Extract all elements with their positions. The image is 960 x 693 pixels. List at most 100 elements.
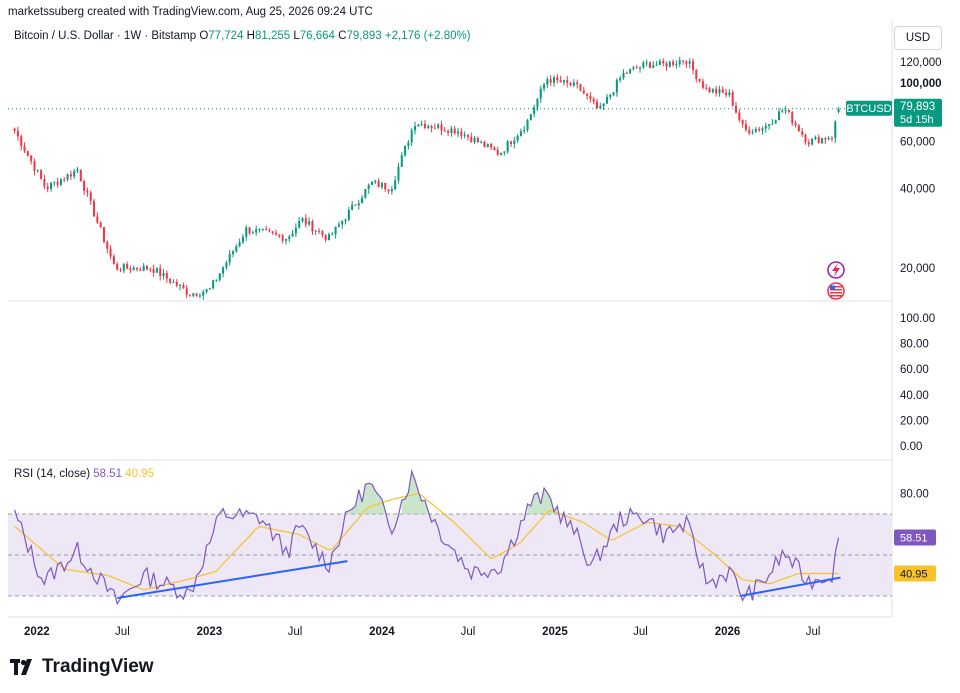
candle-body xyxy=(450,128,453,133)
price-axis[interactable]: 20,000 40,000 60,000 100,000 120,000 xyxy=(900,57,942,275)
rsi-pane[interactable] xyxy=(8,468,892,606)
time-tick-label: 2023 xyxy=(197,626,223,638)
candle-body xyxy=(248,227,251,234)
candle-body xyxy=(748,129,751,134)
candle-body xyxy=(685,61,688,64)
candle-body xyxy=(834,121,837,139)
candle-body xyxy=(758,128,761,131)
open-label: O xyxy=(199,30,209,42)
candle-body xyxy=(331,234,334,236)
candle-body xyxy=(619,78,622,81)
candle-body xyxy=(23,146,26,152)
tradingview-logo[interactable]: TradingView xyxy=(10,656,154,678)
candle-body xyxy=(96,216,99,223)
low-value: 76,664 xyxy=(299,30,335,42)
creator-line: marketssuberg created with TradingView.c… xyxy=(8,6,373,18)
time-tick-label: Jul xyxy=(633,626,648,638)
candle-body xyxy=(460,131,463,136)
price-tag-symbol: BTCUSD xyxy=(846,103,891,115)
middle-pane-tick-label: 0.00 xyxy=(900,441,922,453)
time-tick-label: 2025 xyxy=(542,626,568,638)
candle-body xyxy=(245,227,248,237)
candle-body xyxy=(159,268,162,276)
candle-body xyxy=(589,95,592,99)
candle-body xyxy=(797,125,800,132)
candle-body xyxy=(265,229,268,231)
candle-body xyxy=(744,124,747,130)
candle-body xyxy=(284,238,287,241)
candle-body xyxy=(255,229,258,233)
candle-body xyxy=(337,224,340,227)
candle-body xyxy=(195,293,198,296)
ohlc-legend: Bitcoin / U.S. Dollar · 1W · Bitstamp O7… xyxy=(14,30,471,42)
candle-body xyxy=(13,128,16,131)
candle-body xyxy=(827,138,830,140)
open-value: 77,724 xyxy=(208,30,244,42)
price-tick-label: 120,000 xyxy=(900,57,942,69)
candle-body xyxy=(622,72,625,79)
candle-body xyxy=(46,186,49,189)
candle-body xyxy=(351,204,354,210)
candle-body xyxy=(86,190,89,193)
candle-body xyxy=(609,94,612,97)
candle-body xyxy=(152,269,155,273)
candle-body xyxy=(526,120,529,130)
candle-body xyxy=(688,61,691,64)
symbol-line[interactable]: Bitcoin / U.S. Dollar · 1W · Bitstamp xyxy=(14,30,197,42)
candle-body xyxy=(367,184,370,190)
candle-body xyxy=(308,221,311,225)
currency-button[interactable]: USD xyxy=(894,26,942,50)
candle-body xyxy=(536,98,539,108)
candle-body xyxy=(228,253,231,263)
candle-body xyxy=(837,108,840,112)
candle-body xyxy=(400,155,403,167)
candle-body xyxy=(377,180,380,187)
candle-body xyxy=(493,147,496,151)
time-tick-label: 2024 xyxy=(369,626,395,638)
rsi-axis[interactable]: 0.00 20.00 40.00 60.00 80.00 100.00 80.00 xyxy=(900,313,935,501)
candle-body xyxy=(241,236,244,243)
candle-body xyxy=(701,81,704,88)
us-flag-canton xyxy=(830,285,835,290)
price-pane[interactable] xyxy=(8,56,892,300)
candle-body xyxy=(791,112,794,124)
candle-body xyxy=(804,134,807,143)
us-flag-stripe xyxy=(830,292,842,294)
candle-body xyxy=(63,179,66,181)
candle-body xyxy=(33,161,36,171)
us-flag-stripe xyxy=(830,286,842,288)
candle-body xyxy=(205,289,208,292)
rsi-title[interactable]: RSI (14, close) xyxy=(14,468,91,480)
candle-body xyxy=(490,144,493,148)
candle-body xyxy=(327,234,331,241)
us-flag-ring xyxy=(827,282,845,300)
change-value: +2,176 (+2.80%) xyxy=(384,30,471,42)
candle-body xyxy=(83,181,86,191)
candle-body xyxy=(268,230,271,232)
candle-body xyxy=(639,67,642,69)
rsi-ma-value-tag: 40.95 xyxy=(894,565,936,582)
candle-body xyxy=(698,78,701,82)
time-axis[interactable]: 2022 Jul 2023 Jul 2024 Jul 2025 Jul 2026 Jul xyxy=(24,626,820,638)
candle-body xyxy=(59,179,62,185)
candle-body xyxy=(427,126,430,128)
candle-body xyxy=(539,88,542,99)
candle-body xyxy=(116,264,119,270)
candle-body xyxy=(294,227,297,234)
candle-body xyxy=(447,130,450,133)
candle-body xyxy=(705,87,708,89)
rsi-legend: RSI (14, close) 58.51 40.95 xyxy=(14,468,154,480)
price-tag-symbol-bg xyxy=(846,100,892,116)
candle-body xyxy=(562,80,565,83)
candle-body xyxy=(119,269,122,271)
candle-body xyxy=(787,110,790,113)
candle-body xyxy=(721,89,724,93)
candle-body xyxy=(155,268,158,273)
candle-body xyxy=(529,114,532,121)
candle-body xyxy=(728,92,731,96)
time-tick-label: 2022 xyxy=(24,626,50,638)
candle-body xyxy=(275,232,278,235)
candle-body xyxy=(821,138,824,144)
